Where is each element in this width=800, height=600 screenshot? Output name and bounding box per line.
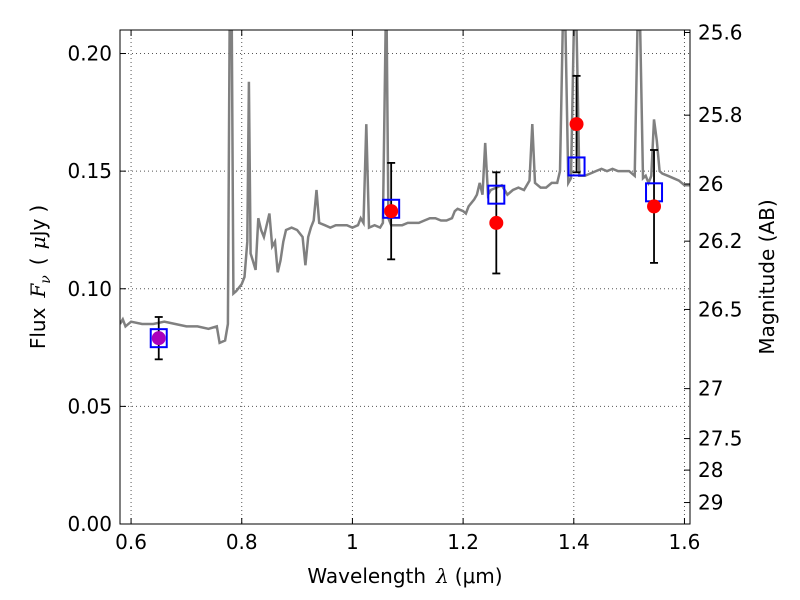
y-tick-label: 0.15 [67,159,112,183]
y2-tick-label: 29 [698,491,723,515]
plot-area [120,30,690,361]
model-square-marker [567,156,586,177]
y2-axis-title: Magnitude (AB) [755,199,779,354]
observed-point [151,331,166,346]
y2-tick-label: 28 [698,458,723,482]
y2-tick-label: 27 [698,377,723,401]
x-tick-label: 0.6 [115,530,147,554]
y2-tick-label: 26 [698,172,723,196]
x-axis-title: Wavelength λ (μm) [307,564,502,588]
y-tick-label: 0.00 [67,512,112,536]
model-square-marker [487,184,506,205]
plot-frame [119,29,691,525]
tick-labels: 0.6 0.8 1 1.2 1.4 1.6 0.00 0.05 0.10 0.15 0.20 25.6… [67,20,742,554]
y2-tick-label: 25.8 [698,103,743,127]
x-tick-label: 1.6 [669,530,701,554]
y2-tick-label: 26.2 [698,229,743,253]
y-tick-label: 0.05 [67,394,112,418]
x-tick-label: 1.2 [447,530,479,554]
observed-point [384,204,399,219]
observed-point [569,117,584,132]
observed-point [489,215,504,230]
x-tick-label: 1.4 [558,530,590,554]
x-tick-label: 0.8 [226,530,258,554]
ticks [120,30,690,525]
grid [120,30,690,525]
y2-tick-label: 27.5 [698,427,743,451]
y-axis-title: FluxFν(μJy) [26,205,54,349]
y2-tick-label: 26.5 [698,297,743,321]
observed-point [647,199,662,214]
x-tick-label: 1 [346,530,359,554]
model-square-marker [149,328,168,349]
y-tick-label: 0.10 [67,277,112,301]
spectrum-line [120,30,690,345]
y-tick-label: 0.20 [67,42,112,66]
y2-tick-label: 25.6 [698,20,743,44]
